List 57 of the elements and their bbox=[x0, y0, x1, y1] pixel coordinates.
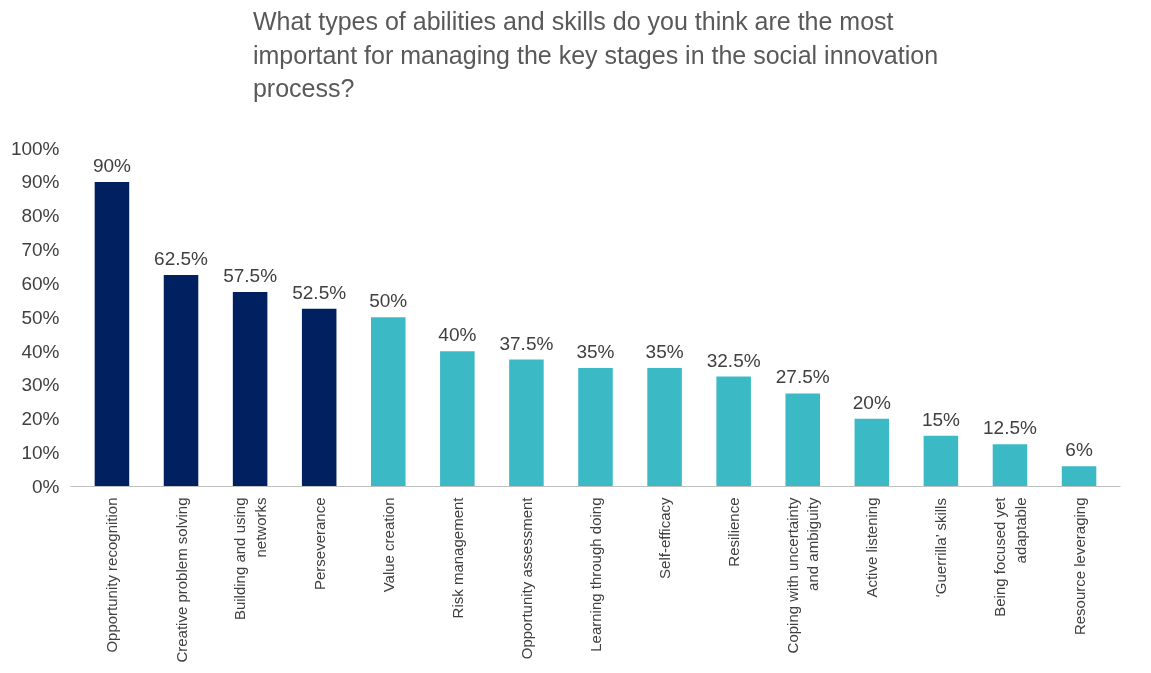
data-label: 52.5% bbox=[292, 281, 347, 303]
data-label: 50% bbox=[369, 290, 408, 312]
data-label: 90% bbox=[92, 154, 132, 176]
y-tick-label: 80% bbox=[21, 205, 60, 227]
bar bbox=[232, 291, 268, 487]
x-tick-label: Creative problem solving bbox=[172, 497, 190, 663]
data-label: 12.5% bbox=[983, 417, 1038, 439]
x-tick-label: Resource leveraging bbox=[1070, 497, 1088, 636]
x-tick-label: Coping with uncertainty and ambiguity bbox=[784, 497, 822, 654]
data-label: 35% bbox=[645, 341, 684, 363]
y-tick-label: 90% bbox=[21, 171, 60, 193]
x-tick-label: Opportunity assessment bbox=[517, 496, 535, 660]
data-label: 27.5% bbox=[775, 366, 830, 388]
y-tick-label: 60% bbox=[21, 272, 60, 294]
bar bbox=[440, 351, 475, 487]
bar bbox=[923, 435, 959, 487]
x-tick-label: Active listening bbox=[863, 497, 881, 598]
bar bbox=[716, 376, 751, 487]
bar bbox=[301, 308, 337, 487]
x-tick-label: Learning through doing bbox=[587, 497, 604, 652]
data-label: 6% bbox=[1065, 439, 1093, 461]
data-label: 20% bbox=[852, 391, 891, 413]
bar bbox=[785, 393, 821, 487]
x-tick-label: Risk management bbox=[448, 496, 466, 619]
x-tick-label: Self-efficacy bbox=[656, 497, 674, 579]
bar bbox=[854, 418, 890, 487]
data-label: 62.5% bbox=[154, 248, 209, 269]
x-tick-label: Resilience bbox=[725, 497, 743, 567]
y-tick-label: 40% bbox=[21, 340, 60, 362]
x-tick-label: ‘Guerrilla’ skills bbox=[932, 498, 950, 598]
y-tick-label: 10% bbox=[21, 442, 60, 464]
data-label: 35% bbox=[576, 341, 615, 363]
x-tick-label: Building and using networks bbox=[231, 497, 269, 621]
bar bbox=[578, 368, 613, 487]
y-tick-label: 20% bbox=[21, 408, 60, 430]
y-tick-label: 70% bbox=[21, 239, 60, 261]
x-tick-label: Perseverance bbox=[310, 497, 328, 591]
bar bbox=[163, 275, 199, 487]
bar bbox=[94, 181, 130, 487]
x-tick-label: Being focused yet adaptable bbox=[991, 496, 1029, 617]
x-tick-label: Value creation bbox=[379, 497, 397, 593]
y-tick-label: 30% bbox=[21, 374, 60, 396]
data-label: 37.5% bbox=[499, 332, 554, 354]
bar bbox=[370, 317, 406, 487]
bar bbox=[992, 444, 1028, 487]
data-label: 32.5% bbox=[706, 349, 761, 371]
data-label: 15% bbox=[921, 408, 961, 430]
bar bbox=[1061, 466, 1097, 487]
data-label: 57.5% bbox=[223, 264, 278, 286]
x-tick-label: Opportunity recognition bbox=[103, 497, 121, 653]
bar bbox=[509, 359, 544, 487]
y-tick-label: 100% bbox=[10, 137, 60, 159]
chart-title: What types of abilities and skills do you think are the most important for managing the key stages in the social innovation process? bbox=[252, 7, 939, 103]
y-tick-label: 0% bbox=[32, 476, 60, 497]
y-tick-label: 50% bbox=[21, 306, 60, 328]
data-label: 40% bbox=[438, 324, 477, 346]
bar bbox=[647, 368, 682, 487]
